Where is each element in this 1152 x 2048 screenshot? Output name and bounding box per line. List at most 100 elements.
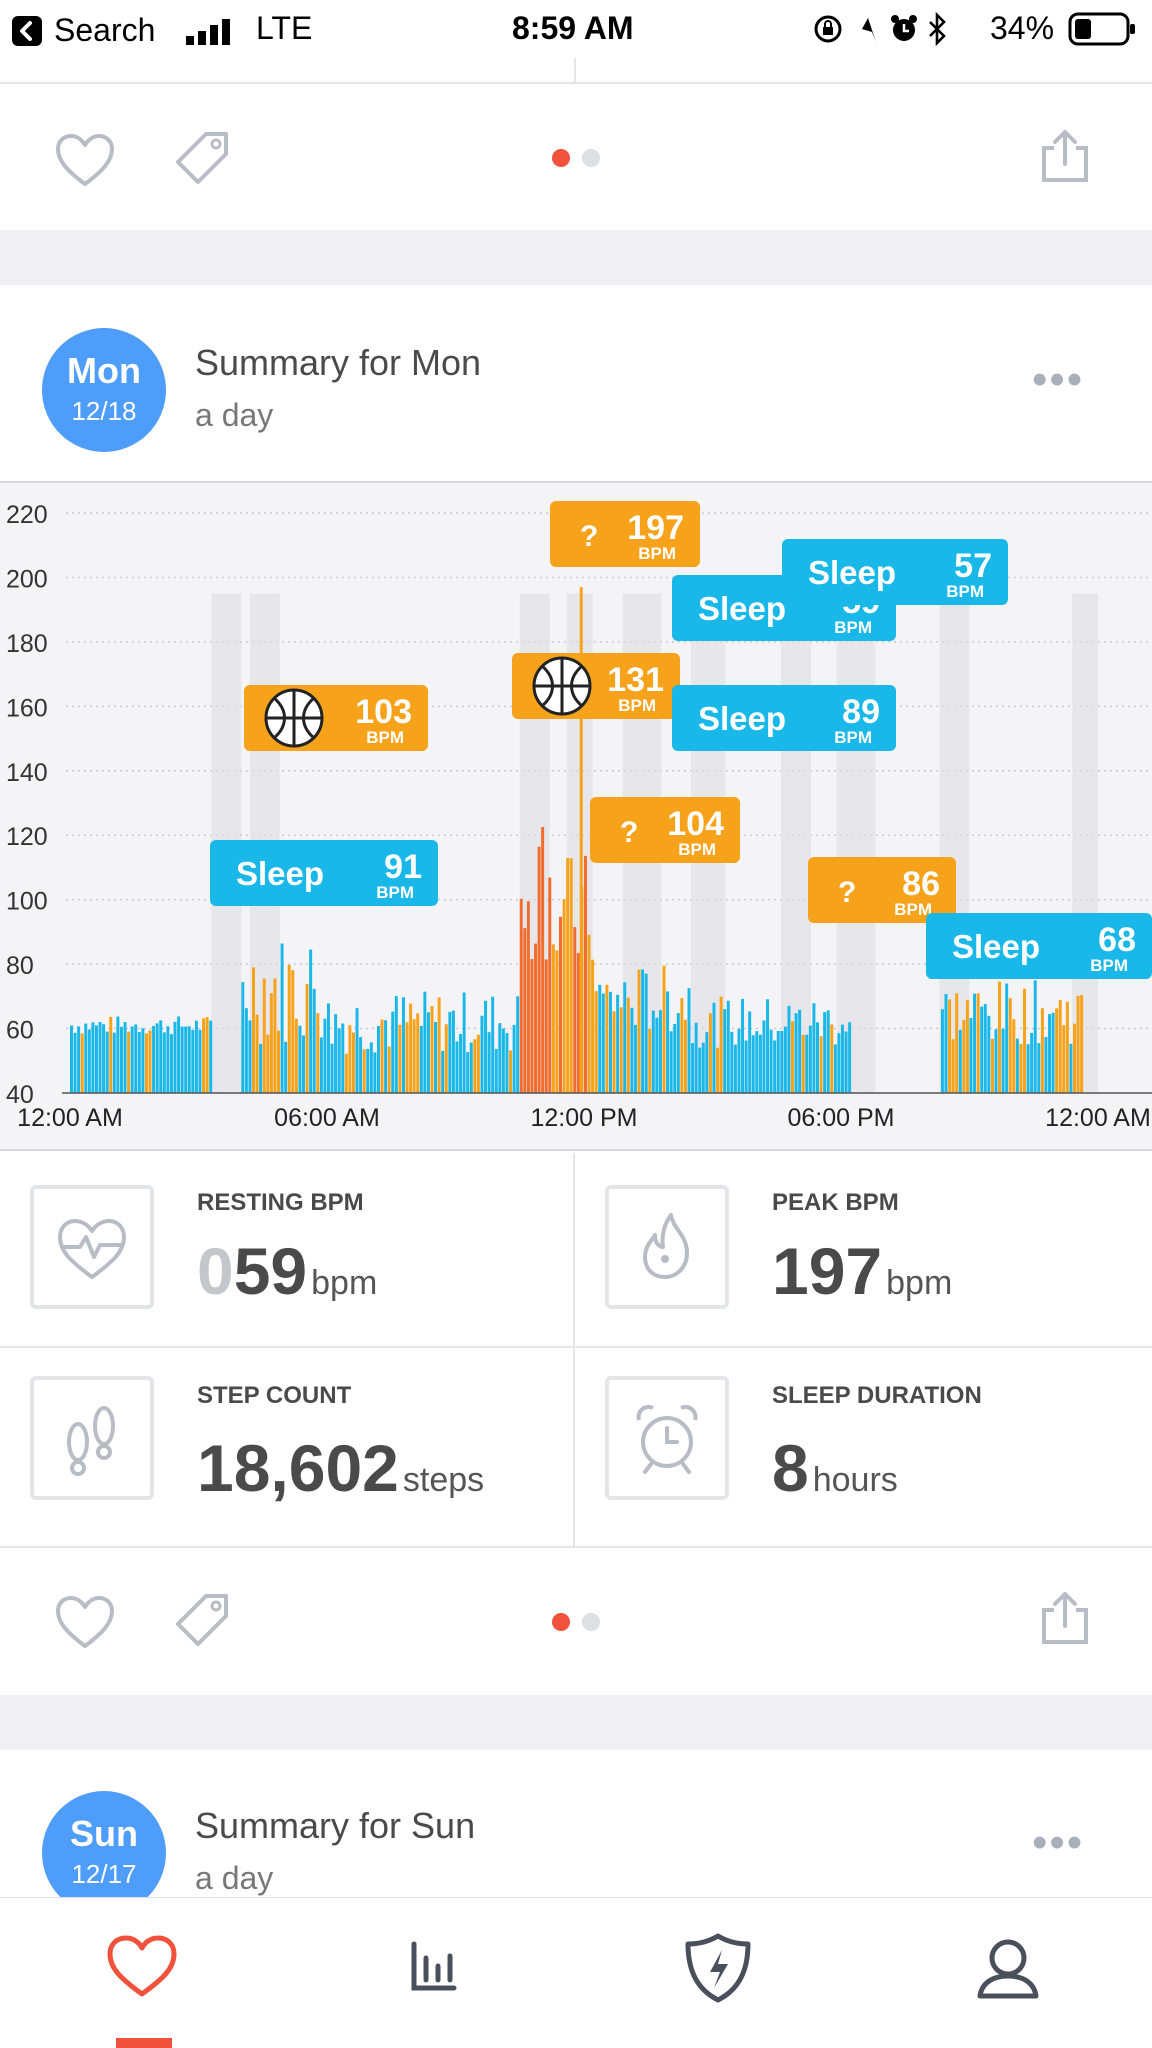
heart-rate-bar bbox=[173, 1021, 177, 1093]
annotation-label: Sleep bbox=[808, 554, 896, 591]
heart-rate-bar bbox=[955, 993, 959, 1093]
tab-profile[interactable] bbox=[968, 1928, 1048, 2008]
heart-icon[interactable] bbox=[54, 1594, 116, 1655]
heart-rate-bar bbox=[691, 1043, 695, 1093]
heart-rate-bar bbox=[1069, 1043, 1073, 1093]
x-tick-label: 12:00 AM bbox=[17, 1104, 123, 1132]
heart-rate-bar bbox=[1065, 1001, 1069, 1093]
y-tick-label: 160 bbox=[6, 694, 48, 722]
more-options-button[interactable]: ••• bbox=[1032, 1818, 1085, 1867]
annotation-unit: BPM bbox=[894, 900, 932, 919]
heart-rate-bar bbox=[94, 1025, 98, 1093]
page-dot[interactable] bbox=[582, 149, 600, 167]
heart-rate-bar bbox=[516, 996, 520, 1093]
heart-rate-bar bbox=[455, 1041, 459, 1093]
clock: 8:59 AM bbox=[512, 10, 634, 46]
heart-rate-bar bbox=[641, 969, 645, 1093]
annotation-unit: BPM bbox=[376, 883, 414, 902]
heart-rate-bar bbox=[112, 1032, 116, 1093]
resting-bpm-tile[interactable]: RESTING BPM 059 bpm bbox=[0, 1153, 573, 1346]
tag-icon[interactable] bbox=[172, 1588, 234, 1655]
heart-rate-bar bbox=[530, 958, 534, 1093]
heart-rate-bar bbox=[484, 1000, 488, 1093]
heart-rate-bar bbox=[1012, 1019, 1016, 1093]
heart-rate-bar bbox=[758, 1034, 762, 1093]
heart-rate-bar bbox=[1037, 1043, 1041, 1093]
heart-rate-bar bbox=[434, 1021, 438, 1093]
card-top-divider bbox=[0, 82, 1152, 84]
more-options-button[interactable]: ••• bbox=[1032, 355, 1085, 404]
heart-rate-bar bbox=[830, 1024, 834, 1093]
heart-rate-bar bbox=[980, 1006, 984, 1093]
page-dot[interactable] bbox=[582, 1613, 600, 1631]
heart-icon bbox=[107, 1935, 177, 1997]
heart-rate-bar bbox=[273, 978, 277, 1093]
heart-icon[interactable] bbox=[54, 132, 116, 193]
heart-rate-bar bbox=[658, 1010, 662, 1093]
heart-rate-bar bbox=[426, 1012, 430, 1093]
heart-rate-bar bbox=[1030, 1032, 1034, 1093]
page-dot-active[interactable] bbox=[552, 149, 570, 167]
peak-bpm-tile[interactable]: PEAK BPM 197 bpm bbox=[575, 1153, 1152, 1346]
heart-rate-bar bbox=[944, 994, 948, 1093]
alarm-clock-icon-box bbox=[605, 1376, 729, 1500]
heart-rate-bar bbox=[1044, 1036, 1048, 1093]
footprints-icon bbox=[67, 1406, 115, 1476]
tab-feed[interactable] bbox=[102, 1928, 182, 2008]
heart-rate-bar bbox=[751, 1035, 755, 1093]
annotation-bpm: 104 bbox=[667, 805, 724, 843]
heart-rate-bar bbox=[155, 1023, 159, 1093]
y-tick-label: 180 bbox=[6, 630, 48, 658]
heart-rate-bar bbox=[526, 901, 530, 1093]
share-icon[interactable] bbox=[1040, 128, 1090, 189]
annotation-callout-sleep bbox=[672, 685, 896, 751]
heart-rate-bar bbox=[744, 1040, 748, 1093]
heart-rate-bar bbox=[280, 943, 284, 1093]
heart-rate-bar bbox=[1026, 1044, 1030, 1093]
heart-rate-bar bbox=[148, 1030, 152, 1093]
annotation-bpm: 89 bbox=[842, 693, 880, 731]
heart-rate-bar bbox=[87, 1029, 91, 1093]
heart-rate-bar bbox=[509, 1050, 513, 1093]
footprints-icon-box bbox=[30, 1376, 154, 1500]
heart-rate-bar bbox=[837, 1033, 841, 1093]
heart-rate-bar bbox=[1073, 1023, 1076, 1093]
heart-rate-bar bbox=[962, 1019, 966, 1093]
heart-rate-bar bbox=[559, 916, 562, 1093]
heart-rate-bar bbox=[501, 1028, 505, 1093]
heart-rate-bar bbox=[1080, 994, 1084, 1093]
heart-rate-bar bbox=[705, 1032, 709, 1093]
heart-rate-bar bbox=[791, 1021, 794, 1093]
heart-rate-bar bbox=[983, 1004, 987, 1093]
heart-rate-bar bbox=[166, 1026, 170, 1093]
heart-rate-bar bbox=[1019, 1043, 1023, 1093]
summary-title[interactable]: Summary for Sun bbox=[195, 1805, 476, 1846]
heart-rate-bar bbox=[205, 1017, 209, 1093]
alarm-clock-icon bbox=[636, 1404, 698, 1474]
heart-rate-chart[interactable]: 220 200 180 160 140 120 100 80 60 40 12:00 AM 06:00… bbox=[0, 481, 1152, 1151]
annotation-unit: BPM bbox=[1090, 956, 1128, 975]
battery-icon bbox=[1068, 12, 1138, 54]
sleep-duration-tile[interactable]: SLEEP DURATION 8 hours bbox=[575, 1348, 1152, 1546]
tab-trends[interactable] bbox=[392, 1928, 472, 2008]
day-date: 12/18 bbox=[71, 396, 137, 426]
page-dot-active[interactable] bbox=[552, 1613, 570, 1631]
heart-rate-bar bbox=[644, 973, 648, 1093]
tab-coaching[interactable] bbox=[678, 1928, 758, 2008]
flame-icon-box bbox=[605, 1185, 729, 1309]
summary-title[interactable]: Summary for Mon bbox=[195, 342, 482, 383]
heart-rate-bar bbox=[1055, 1008, 1059, 1093]
heart-rate-bar bbox=[444, 1024, 448, 1093]
tag-icon[interactable] bbox=[172, 126, 234, 193]
heart-rate-bar bbox=[719, 996, 723, 1093]
heart-rate-bar bbox=[187, 1026, 191, 1093]
back-to-search[interactable]: Search bbox=[12, 12, 155, 49]
heart-rate-bar bbox=[680, 998, 684, 1093]
step-count-tile[interactable]: STEP COUNT 18,602 steps bbox=[0, 1348, 573, 1546]
heart-rate-bar bbox=[783, 1026, 787, 1093]
heart-rate-bar bbox=[669, 1031, 673, 1093]
heart-rate-bar bbox=[401, 997, 405, 1093]
share-icon[interactable] bbox=[1040, 1590, 1090, 1651]
annotation-bpm: 197 bbox=[627, 509, 684, 547]
heart-rate-bar bbox=[805, 1034, 809, 1093]
